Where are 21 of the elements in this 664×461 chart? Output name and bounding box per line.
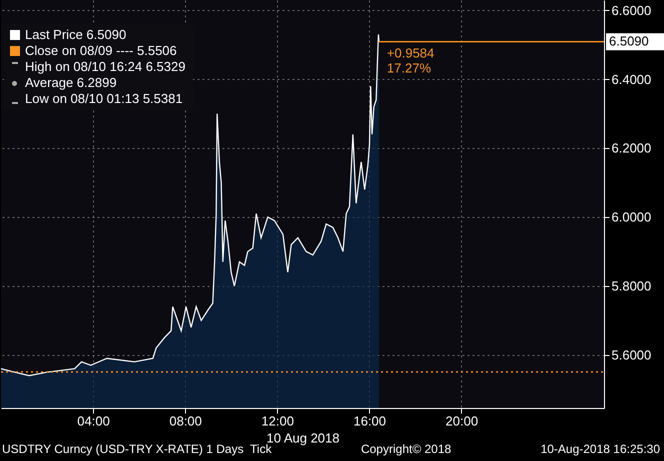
y-tick-label: 5.6000 [612,347,652,362]
annotation: Last Price 6.5090 [24,27,128,43]
annotation: +0.9584 [386,46,434,61]
annotation: Low on 08/10 01:13 5.5381 [24,91,184,107]
annotation: Average 6.2899 [24,75,118,91]
y-tick-label: 6.4000 [612,72,652,87]
ref-line-label: 6.5090 [609,34,649,49]
text: Copyright© 2018 [360,442,452,456]
x-tick-label: 16:00 [353,414,386,428]
text: 10-Aug-2018 16:25:30 [540,442,660,456]
y-tick-label: 6.6000 [612,2,652,18]
annotation: Close on 08/09 ---- 5.5506 [24,43,178,59]
y-tick-label: 5.8000 [612,278,652,294]
annotation: 17.27% [386,60,432,76]
x-tick-label: 08:00 [169,414,202,428]
y-tick-label: 6.0000 [612,210,652,225]
x-tick-label: 04:00 [77,414,110,428]
y-tick-label: 6.2000 [612,140,652,156]
x-tick-label: 20:00 [446,414,478,428]
x-tick-label: 12:00 [261,414,294,428]
annotation: High on 08/10 16:24 6.5329 [24,59,186,75]
